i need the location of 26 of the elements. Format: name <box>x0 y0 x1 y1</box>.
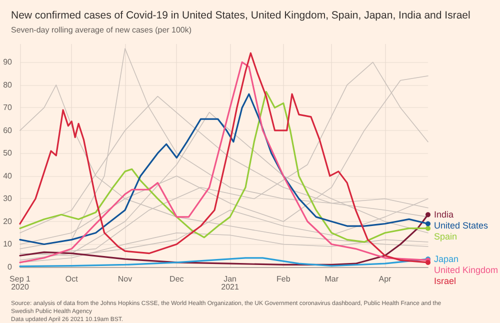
x-tick-label: Sep 1 2020 <box>10 274 32 292</box>
series-label: United Kingdom <box>434 265 498 276</box>
x-tick-label: Oct <box>65 274 79 284</box>
x-tick-label: Dec <box>170 274 184 284</box>
x-tick-label: Nov <box>118 274 132 284</box>
x-tick-label: Mar <box>324 274 339 284</box>
y-tick-label: 90 <box>3 58 13 67</box>
series-label: India <box>434 210 454 220</box>
y-tick-label: 10 <box>3 240 13 249</box>
y-tick-label: 40 <box>3 171 13 180</box>
chart-title: New confirmed cases of Covid-19 in United States, United Kingdom, Spain, Japan, India and Israel <box>11 10 470 22</box>
y-tick-label: 50 <box>3 148 13 158</box>
series-label: United States <box>434 220 489 231</box>
series-label: Spain <box>434 232 458 242</box>
x-tick-label: Feb <box>276 274 291 284</box>
series-label: Israel <box>434 276 456 286</box>
y-tick-label: 0 <box>8 262 13 272</box>
y-tick-label: 30 <box>3 194 13 204</box>
series-label: Japan <box>434 254 459 264</box>
chart-subtitle: Seven-day rolling average of new cases (per 100k) <box>11 26 192 34</box>
y-tick-label: 60 <box>3 126 13 135</box>
x-tick-label: Apr <box>378 274 392 284</box>
y-tick-label: 70 <box>3 103 13 112</box>
y-tick-label: 20 <box>3 216 13 226</box>
x-tick-label: Jan 2021 <box>221 274 240 292</box>
y-tick-label: 80 <box>3 80 13 90</box>
